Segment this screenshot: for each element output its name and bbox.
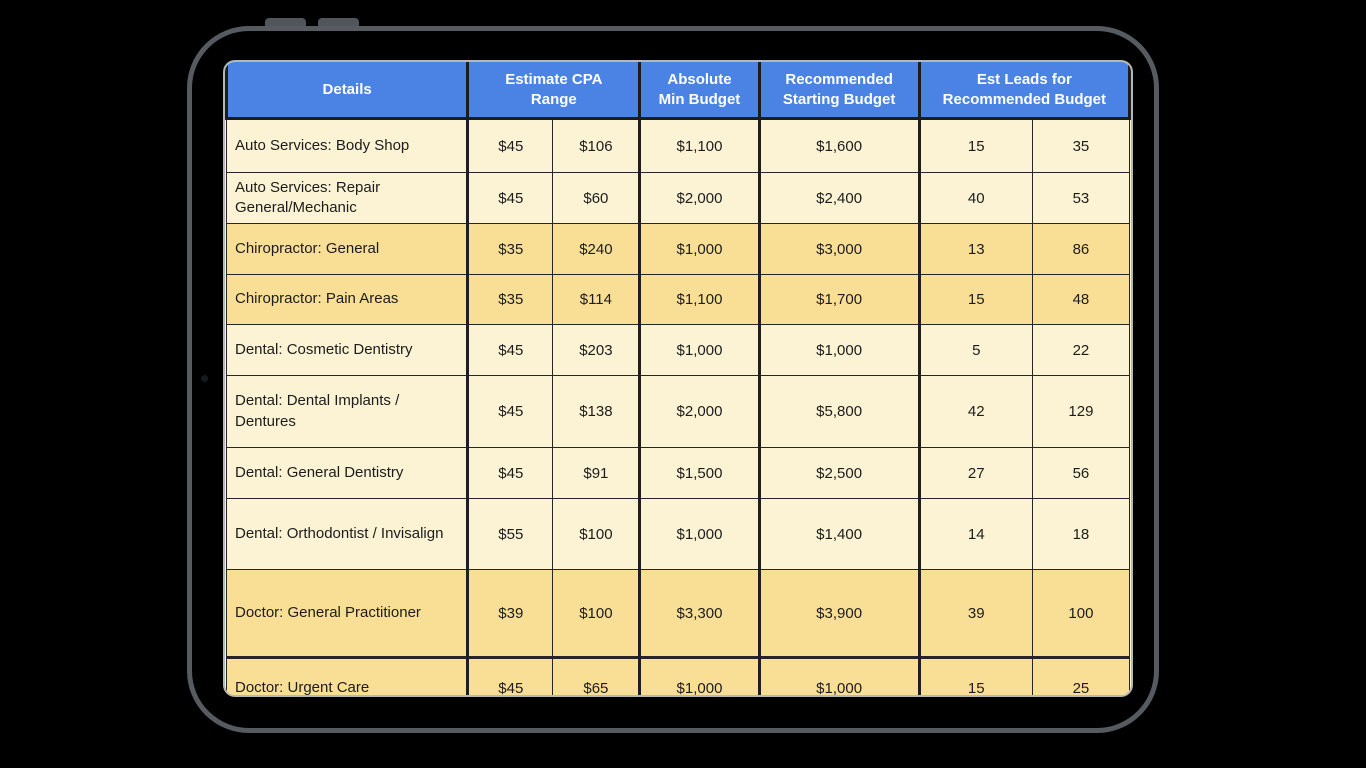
header-row: Details Estimate CPA Range Absolute Min Bu… [225, 62, 1131, 120]
cell-leads_low[interactable]: 5 [917, 324, 1033, 376]
cell-cpa_high[interactable]: $60 [552, 172, 641, 224]
column-header-starting_budget[interactable]: Recommended Starting Budget [757, 62, 921, 120]
front-camera-icon [201, 375, 208, 382]
cell-details[interactable]: Dental: Cosmetic Dentistry [225, 324, 469, 376]
cell-min_budget[interactable]: $1,000 [638, 223, 760, 275]
cell-leads_high[interactable]: 56 [1031, 447, 1131, 499]
cell-leads_high[interactable]: 53 [1031, 172, 1131, 224]
cell-starting_budget[interactable]: $5,800 [757, 375, 920, 448]
cell-cpa_low[interactable]: $39 [466, 569, 554, 658]
cell-leads_low[interactable]: 40 [917, 172, 1033, 224]
column-header-est_leads[interactable]: Est Leads for Recommended Budget [917, 62, 1131, 120]
cell-leads_high[interactable]: 100 [1031, 569, 1131, 658]
cell-min_budget[interactable]: $1,500 [638, 447, 760, 499]
table-row: Dental: Orthodontist / Invisalign $55 $100… [225, 498, 1131, 570]
table-row: Dental: General Dentistry $45 $91 $1,500 $2,… [225, 447, 1131, 499]
cell-min_budget[interactable]: $1,100 [638, 274, 760, 325]
cell-cpa_high[interactable]: $106 [552, 118, 641, 173]
cell-min_budget[interactable]: $1,000 [638, 324, 760, 376]
cell-leads_high[interactable]: 22 [1031, 324, 1131, 376]
column-header-details[interactable]: Details [225, 62, 470, 120]
table-row: Doctor: Urgent Care $45 $65 $1,000 $1,000 15 2… [225, 656, 1131, 695]
cell-details[interactable]: Dental: General Dentistry [225, 447, 469, 499]
cell-min_budget[interactable]: $2,000 [638, 375, 760, 448]
cell-starting_budget[interactable]: $1,000 [757, 324, 920, 376]
cell-leads_low[interactable]: 14 [917, 498, 1033, 570]
cell-leads_high[interactable]: 25 [1031, 656, 1131, 695]
table-row: Dental: Cosmetic Dentistry $45 $203 $1,000 $… [225, 324, 1131, 376]
spreadsheet-table: Details Estimate CPA Range Absolute Min Bu… [225, 62, 1131, 695]
cell-details[interactable]: Dental: Dental Implants / Dentures [225, 375, 469, 448]
cell-details[interactable]: Auto Services: Repair General/Mechanic [225, 172, 469, 224]
cell-cpa_high[interactable]: $203 [552, 324, 641, 376]
cell-leads_high[interactable]: 86 [1031, 223, 1131, 275]
cell-leads_low[interactable]: 15 [917, 656, 1033, 695]
cell-cpa_low[interactable]: $45 [466, 656, 554, 695]
cell-details[interactable]: Chiropractor: Pain Areas [225, 274, 469, 325]
cell-cpa_low[interactable]: $45 [466, 324, 554, 376]
cell-cpa_low[interactable]: $45 [466, 172, 554, 224]
cell-cpa_low[interactable]: $55 [466, 498, 554, 570]
cell-cpa_high[interactable]: $91 [552, 447, 641, 499]
cell-leads_high[interactable]: 35 [1031, 118, 1131, 173]
cell-starting_budget[interactable]: $2,500 [757, 447, 920, 499]
cell-starting_budget[interactable]: $3,000 [757, 223, 920, 275]
cell-min_budget[interactable]: $1,000 [638, 656, 760, 695]
cell-leads_low[interactable]: 15 [917, 118, 1033, 173]
cell-starting_budget[interactable]: $1,700 [757, 274, 920, 325]
cell-starting_budget[interactable]: $1,600 [757, 118, 920, 173]
cell-details[interactable]: Auto Services: Body Shop [225, 118, 469, 173]
cell-starting_budget[interactable]: $3,900 [757, 569, 920, 658]
cell-cpa_high[interactable]: $65 [552, 656, 641, 695]
cell-leads_high[interactable]: 129 [1031, 375, 1131, 448]
cell-cpa_high[interactable]: $100 [552, 569, 641, 658]
cell-leads_low[interactable]: 42 [917, 375, 1033, 448]
cell-cpa_low[interactable]: $35 [466, 274, 554, 325]
cell-starting_budget[interactable]: $2,400 [757, 172, 920, 224]
cell-leads_high[interactable]: 18 [1031, 498, 1131, 570]
cell-leads_high[interactable]: 48 [1031, 274, 1131, 325]
cell-details[interactable]: Doctor: Urgent Care [225, 656, 469, 695]
cell-starting_budget[interactable]: $1,400 [757, 498, 920, 570]
cell-leads_low[interactable]: 39 [917, 569, 1033, 658]
table-row: Chiropractor: General $35 $240 $1,000 $3,000… [225, 223, 1131, 275]
cell-min_budget[interactable]: $2,000 [638, 172, 760, 224]
table-row: Doctor: General Practitioner $39 $100 $3,30… [225, 569, 1131, 658]
column-header-cpa_range[interactable]: Estimate CPA Range [466, 62, 642, 120]
table-row: Dental: Dental Implants / Dentures $45 $13… [225, 375, 1131, 448]
cell-cpa_low[interactable]: $45 [466, 447, 554, 499]
table-header: Details Estimate CPA Range Absolute Min Bu… [225, 62, 1131, 120]
cell-leads_low[interactable]: 13 [917, 223, 1033, 275]
cell-cpa_low[interactable]: $45 [466, 375, 554, 448]
table-row: Chiropractor: Pain Areas $35 $114 $1,100 $1,… [225, 274, 1131, 325]
table-row: Auto Services: Repair General/Mechanic $4… [225, 172, 1131, 224]
cell-cpa_high[interactable]: $114 [552, 274, 641, 325]
cell-starting_budget[interactable]: $1,000 [757, 656, 920, 695]
cell-details[interactable]: Chiropractor: General [225, 223, 469, 275]
cpa-budget-table: Details Estimate CPA Range Absolute Min Bu… [225, 62, 1131, 695]
cell-details[interactable]: Doctor: General Practitioner [225, 569, 469, 658]
cell-cpa_low[interactable]: $45 [466, 118, 554, 173]
cell-min_budget[interactable]: $3,300 [638, 569, 760, 658]
table-row: Auto Services: Body Shop $45 $106 $1,100 $1,… [225, 118, 1131, 173]
cell-cpa_high[interactable]: $240 [552, 223, 641, 275]
cell-min_budget[interactable]: $1,000 [638, 498, 760, 570]
cell-details[interactable]: Dental: Orthodontist / Invisalign [225, 498, 469, 570]
column-header-min_budget[interactable]: Absolute Min Budget [638, 62, 761, 120]
cell-min_budget[interactable]: $1,100 [638, 118, 760, 173]
cell-cpa_low[interactable]: $35 [466, 223, 554, 275]
table-body: Auto Services: Body Shop $45 $106 $1,100 $1,… [225, 118, 1131, 695]
cell-leads_low[interactable]: 27 [917, 447, 1033, 499]
cell-cpa_high[interactable]: $138 [552, 375, 641, 448]
cell-leads_low[interactable]: 15 [917, 274, 1033, 325]
cell-cpa_high[interactable]: $100 [552, 498, 641, 570]
